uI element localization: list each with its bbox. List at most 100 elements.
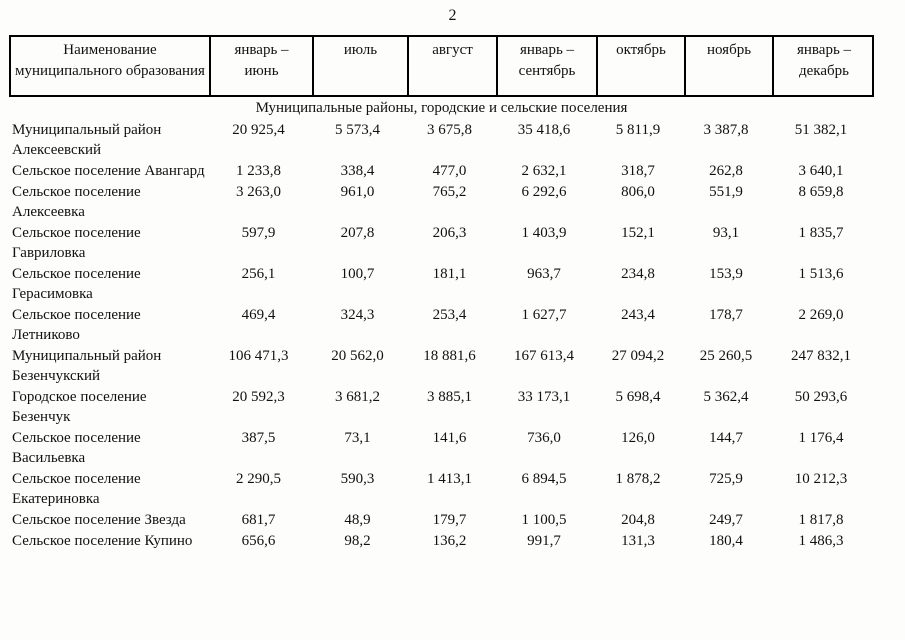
row-value: 8 659,8 — [798, 184, 844, 200]
row-value: 6 894,5 — [521, 471, 567, 487]
row-value: 3 263,0 — [236, 184, 281, 200]
header-cell-name: Наименование муниципального образования — [15, 42, 205, 79]
row-name: Сельское поселение Екатериновка — [12, 471, 141, 507]
row-value: 256,1 — [241, 266, 276, 282]
row-name: Сельское поселение Купино — [12, 533, 193, 549]
row-value: 477,0 — [432, 163, 467, 179]
row-name: Сельское поселение Алексеевка — [12, 184, 141, 220]
row-value: 35 418,6 — [517, 122, 571, 138]
table-row: Сельское поселение Купино 656,6 98,2 136… — [9, 531, 874, 551]
header-cell-july: июль — [312, 37, 407, 95]
row-name: Муниципальный район Алексеевский — [12, 122, 162, 158]
page-number: 2 — [448, 7, 457, 24]
row-value: 253,4 — [432, 307, 467, 323]
row-value: 50 293,6 — [794, 389, 848, 405]
header-cell-january-september: январь – сентябрь — [496, 37, 596, 95]
row-value: 3 885,1 — [427, 389, 472, 405]
row-name: Городское поселение Безенчук — [12, 389, 147, 425]
table-row: Муниципальный район Алексеевский 20 925,… — [9, 120, 874, 160]
row-value: 27 094,2 — [611, 348, 665, 364]
table-row: Сельское поселение Гавриловка 597,9 207,… — [9, 223, 874, 263]
row-value: 1 413,1 — [427, 471, 472, 487]
row-name: Сельское поселение Васильевка — [12, 430, 141, 466]
row-value: 1 486,3 — [798, 533, 844, 549]
row-value: 179,7 — [432, 512, 467, 528]
row-value: 1 835,7 — [798, 225, 844, 241]
row-value: 131,3 — [621, 533, 655, 549]
row-value: 961,0 — [340, 184, 375, 200]
row-value: 167 613,4 — [514, 348, 574, 364]
table-row: Сельское поселение Васильевка 387,5 73,1… — [9, 428, 874, 468]
row-value: 469,4 — [241, 307, 276, 323]
row-name: Сельское поселение Герасимовка — [12, 266, 141, 302]
header-cell-january-december: январь – декабрь — [772, 37, 874, 95]
row-value: 1 878,2 — [615, 471, 661, 487]
row-value: 243,4 — [621, 307, 655, 323]
row-value: 324,3 — [340, 307, 375, 323]
row-value: 725,9 — [709, 471, 743, 487]
table-row: Сельское поселение Алексеевка 3 263,0 96… — [9, 182, 874, 222]
row-value: 207,8 — [340, 225, 375, 241]
row-value: 590,3 — [340, 471, 375, 487]
row-name: Сельское поселение Звезда — [12, 512, 186, 528]
row-value: 144,7 — [709, 430, 743, 446]
row-name: Сельское поселение Гавриловка — [12, 225, 141, 261]
row-value: 25 260,5 — [699, 348, 753, 364]
table-row: Сельское поселение Герасимовка 256,1 100… — [9, 264, 874, 304]
row-value: 141,6 — [432, 430, 467, 446]
row-value: 181,1 — [432, 266, 467, 282]
row-value: 152,1 — [621, 225, 655, 241]
row-value: 2 290,5 — [236, 471, 281, 487]
header-cell-november: ноябрь — [684, 37, 772, 95]
row-value: 48,9 — [344, 512, 371, 528]
row-value: 10 212,3 — [794, 471, 848, 487]
row-value: 551,9 — [709, 184, 743, 200]
row-value: 5 362,4 — [703, 389, 749, 405]
row-value: 318,7 — [621, 163, 655, 179]
row-name: Сельское поселение Летниково — [12, 307, 141, 343]
row-value: 681,7 — [241, 512, 276, 528]
row-value: 98,2 — [344, 533, 371, 549]
row-value: 3 675,8 — [427, 122, 472, 138]
row-value: 93,1 — [712, 225, 740, 241]
row-value: 3 387,8 — [703, 122, 749, 138]
row-value: 247 832,1 — [791, 348, 851, 364]
row-value: 387,5 — [241, 430, 276, 446]
row-value: 234,8 — [621, 266, 655, 282]
row-value: 3 681,2 — [335, 389, 380, 405]
row-value: 1 233,8 — [236, 163, 281, 179]
row-value: 806,0 — [621, 184, 655, 200]
row-value: 2 269,0 — [798, 307, 844, 323]
row-value: 136,2 — [432, 533, 467, 549]
row-value: 1 403,9 — [521, 225, 567, 241]
row-value: 20 925,4 — [232, 122, 285, 138]
row-value: 338,4 — [340, 163, 375, 179]
row-value: 656,6 — [241, 533, 276, 549]
row-value: 3 640,1 — [798, 163, 844, 179]
row-name: Муниципальный район Безенчукский — [12, 348, 162, 384]
row-value: 5 573,4 — [335, 122, 380, 138]
row-value: 20 592,3 — [232, 389, 285, 405]
table-header-row: Наименование муниципального образования … — [9, 35, 874, 97]
row-value: 73,1 — [344, 430, 371, 446]
row-value: 1 627,7 — [521, 307, 567, 323]
row-value: 736,0 — [527, 430, 561, 446]
row-value: 100,7 — [340, 266, 375, 282]
row-name: Сельское поселение Авангард — [12, 163, 205, 179]
table-row: Городское поселение Безенчук 20 592,3 3 … — [9, 387, 874, 427]
row-value: 204,8 — [621, 512, 655, 528]
row-value: 5 811,9 — [615, 122, 661, 138]
table-row: Муниципальный район Безенчукский 106 471… — [9, 346, 874, 386]
row-value: 991,7 — [527, 533, 561, 549]
row-value: 5 698,4 — [615, 389, 661, 405]
row-value: 1 176,4 — [798, 430, 844, 446]
row-value: 106 471,3 — [228, 348, 289, 364]
row-value: 20 562,0 — [331, 348, 384, 364]
row-value: 249,7 — [709, 512, 743, 528]
section-title: Муниципальные районы, городские и сельск… — [255, 100, 628, 116]
row-value: 51 382,1 — [794, 122, 848, 138]
row-value: 153,9 — [709, 266, 743, 282]
table-row: Сельское поселение Екатериновка 2 290,5 … — [9, 469, 874, 509]
row-value: 262,8 — [709, 163, 743, 179]
